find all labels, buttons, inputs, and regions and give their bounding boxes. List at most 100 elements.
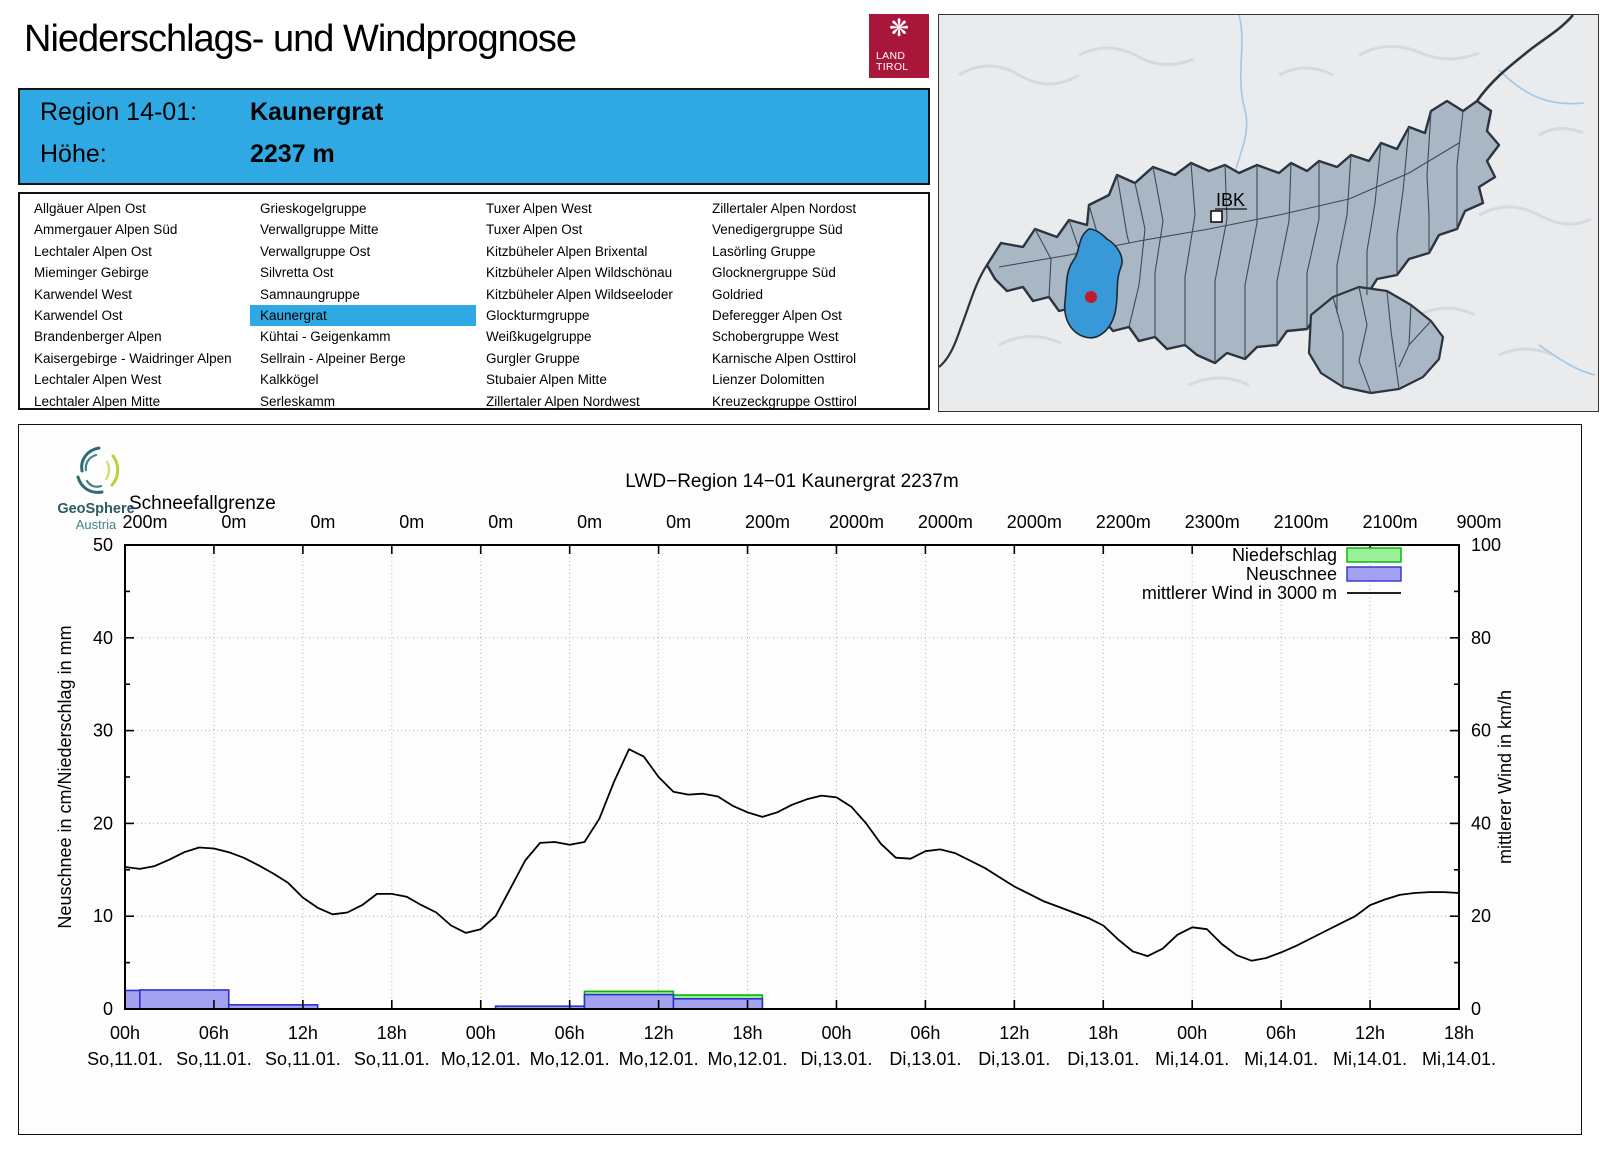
page-title: Niederschlags- und Windprognose: [24, 18, 577, 60]
x-tick-date-label: Di,13.01.: [978, 1049, 1050, 1069]
map-relief-stroke: [1078, 46, 1195, 66]
region-list-item[interactable]: Serleskamm: [260, 393, 336, 409]
y-right-tick-label: 20: [1471, 906, 1491, 926]
region-list-item[interactable]: Kitzbüheler Alpen Brixental: [486, 243, 648, 259]
geosphere-swirl-icon: [76, 446, 120, 494]
schneefallgrenze-value: 2200m: [1096, 512, 1151, 532]
x-tick-time-label: 00h: [110, 1023, 140, 1043]
region-value: Kaunergrat: [250, 98, 384, 126]
region-list-item[interactable]: Glocknergruppe Süd: [712, 265, 836, 281]
map-region-border: [1426, 110, 1432, 253]
map-region-border: [1396, 126, 1410, 275]
region-list-item[interactable]: Goldried: [712, 286, 764, 302]
y-left-tick-label: 20: [93, 813, 113, 833]
region-list-item[interactable]: Kaunergrat: [250, 304, 476, 327]
schneefallgrenze-value: 200m: [122, 512, 167, 532]
region-list-column-2: Grieskogelgruppe Verwallgruppe Mitte Verwa…: [250, 198, 476, 412]
schneefallgrenze-value: 2000m: [829, 512, 884, 532]
region-list-item[interactable]: Deferegger Alpen Ost: [712, 307, 842, 323]
map-region-border: [1456, 110, 1464, 229]
map-region-border: [1358, 286, 1372, 394]
schneefallgrenze-value: 0m: [666, 512, 691, 532]
region-list-item[interactable]: Venedigergruppe Süd: [712, 222, 843, 238]
y-right-tick-label: 40: [1471, 813, 1491, 833]
region-list-column-3: Tuxer Alpen West Tuxer Alpen Ost Kitzbühel…: [476, 198, 702, 412]
neuschnee-bar: [583, 993, 675, 1010]
region-list-item[interactable]: Karwendel Ost: [34, 307, 123, 323]
region-list-item[interactable]: Stubaier Alpen Mitte: [486, 372, 607, 388]
region-list-item[interactable]: Kalkkögel: [260, 372, 319, 388]
chart-title: LWD−Region 14−01 Kaunergrat 2237m: [625, 471, 958, 492]
map-region-border: [1128, 182, 1146, 328]
x-tick-time-label: 18h: [733, 1023, 763, 1043]
x-tick-date-label: So,11.01.: [87, 1049, 163, 1069]
neuschnee-bar: [124, 989, 141, 1010]
legend-label: mittlerer Wind in 3000 m: [1142, 583, 1337, 603]
x-tick-time-label: 06h: [555, 1023, 585, 1043]
region-list-item[interactable]: Mieminger Gebirge: [34, 265, 149, 281]
region-list-item[interactable]: Kreuzeckgruppe Osttirol: [712, 393, 857, 409]
region-list-item[interactable]: Glockturmgruppe: [486, 307, 590, 323]
map-river: [1498, 69, 1585, 105]
x-tick-time-label: 12h: [999, 1023, 1029, 1043]
region-list-item[interactable]: Lechtaler Alpen Ost: [34, 243, 152, 259]
region-list-item[interactable]: Brandenberger Alpen: [34, 329, 162, 345]
x-tick-date-label: So,11.01.: [176, 1049, 252, 1069]
region-list-item[interactable]: Zillertaler Alpen Nordwest: [486, 393, 640, 409]
x-tick-time-label: 18h: [1088, 1023, 1118, 1043]
forecast-chart-svg: 0 10 20 30 40 50 0 20 40 60 80 100 00h So,11.01. 06h So…: [55, 471, 1515, 1069]
region-list-item[interactable]: Zillertaler Alpen Nordost: [712, 201, 857, 216]
region-list-item[interactable]: Silvretta Ost: [260, 265, 334, 281]
wind-line: [124, 748, 1460, 962]
region-list-item[interactable]: Lechtaler Alpen Mitte: [34, 393, 161, 409]
x-tick-time-label: 12h: [1355, 1023, 1385, 1043]
region-info-box: Region 14-01: Kaunergrat Höhe: 2237 m: [18, 88, 930, 185]
x-tick-date-label: Mi,14.01.: [1244, 1049, 1318, 1069]
logo-text-land: LAND: [876, 50, 906, 62]
schneefallgrenze-value: 2100m: [1363, 512, 1418, 532]
region-list-item[interactable]: Lienzer Dolomitten: [712, 372, 825, 388]
altitude-label: Höhe:: [40, 140, 107, 168]
map-region-border: [1244, 165, 1258, 359]
region-list-item[interactable]: Allgäuer Alpen Ost: [34, 201, 146, 216]
tirol-eagle-icon: ❋: [888, 15, 910, 42]
y-right-axis-label: mittlerer Wind in km/h: [1495, 690, 1515, 864]
map-relief-stroke: [1418, 306, 1476, 317]
region-list-item[interactable]: Kaisergebirge - Waidringer Alpen: [34, 350, 232, 366]
tirol-map[interactable]: IBK: [938, 14, 1599, 412]
region-list-item[interactable]: Lechtaler Alpen West: [34, 372, 162, 388]
schneefallgrenze-value: 900m: [1456, 512, 1501, 532]
map-relief-stroke: [958, 64, 1080, 86]
map-country-border: [1475, 14, 1574, 102]
region-list-item[interactable]: Tuxer Alpen West: [486, 201, 592, 216]
x-tick-time-label: 12h: [288, 1023, 318, 1043]
map-selected-region[interactable]: [1063, 228, 1123, 339]
region-list-item[interactable]: Lasörling Gruppe: [712, 243, 816, 259]
region-list-item[interactable]: Weißkugelgruppe: [486, 329, 592, 345]
x-tick-time-label: 00h: [821, 1023, 851, 1043]
region-list-item[interactable]: Ammergauer Alpen Süd: [34, 222, 178, 238]
region-list-item[interactable]: Grieskogelgruppe: [260, 201, 367, 216]
map-region-border: [1366, 142, 1382, 295]
region-list-item[interactable]: Kitzbüheler Alpen Wildschönau: [486, 265, 673, 281]
region-list-item[interactable]: Sellrain - Alpeiner Berge: [260, 350, 406, 366]
plot-border: [124, 544, 1460, 1010]
legend-swatch: [1346, 566, 1402, 582]
region-list-item[interactable]: Tuxer Alpen Ost: [486, 222, 583, 238]
region-list-item[interactable]: Verwallgruppe Ost: [260, 243, 371, 259]
logo-text-tirol: TIROL: [876, 61, 909, 73]
land-tirol-logo: ❋ LAND TIROL: [869, 14, 929, 78]
region-list-item[interactable]: Karnische Alpen Osttirol: [712, 350, 857, 366]
region-list-item[interactable]: Schobergruppe West: [712, 329, 839, 345]
region-list-item[interactable]: Karwendel West: [34, 286, 133, 302]
x-tick-time-label: 06h: [910, 1023, 940, 1043]
region-list-item[interactable]: Gurgler Gruppe: [486, 350, 580, 366]
region-list-item[interactable]: Kitzbüheler Alpen Wildseeloder: [486, 286, 673, 302]
region-list-item[interactable]: Verwallgruppe Mitte: [260, 222, 379, 238]
map-region-border: [1408, 320, 1432, 346]
region-list: Allgäuer Alpen Ost Ammergauer Alpen Süd Le…: [18, 192, 930, 410]
region-list-item[interactable]: Kühtai - Geigenkamm: [260, 329, 391, 345]
x-tick-date-label: So,11.01.: [354, 1049, 430, 1069]
map-relief-stroke: [1498, 347, 1554, 357]
region-list-item[interactable]: Samnaungruppe: [260, 286, 360, 302]
